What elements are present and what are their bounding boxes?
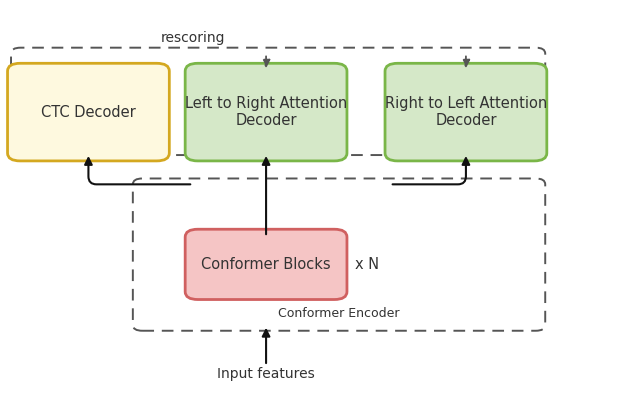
- Text: Conformer Encoder: Conformer Encoder: [278, 307, 400, 320]
- Text: rescoring: rescoring: [161, 31, 225, 45]
- FancyBboxPatch shape: [185, 229, 347, 299]
- Text: Left to Right Attention
Decoder: Left to Right Attention Decoder: [185, 96, 347, 128]
- Text: x N: x N: [355, 257, 379, 272]
- Text: Conformer Blocks: Conformer Blocks: [201, 257, 331, 272]
- Text: CTC Decoder: CTC Decoder: [41, 105, 136, 120]
- FancyBboxPatch shape: [8, 63, 170, 161]
- Text: Right to Left Attention
Decoder: Right to Left Attention Decoder: [385, 96, 547, 128]
- FancyBboxPatch shape: [185, 63, 347, 161]
- FancyBboxPatch shape: [385, 63, 547, 161]
- Text: Input features: Input features: [217, 367, 315, 381]
